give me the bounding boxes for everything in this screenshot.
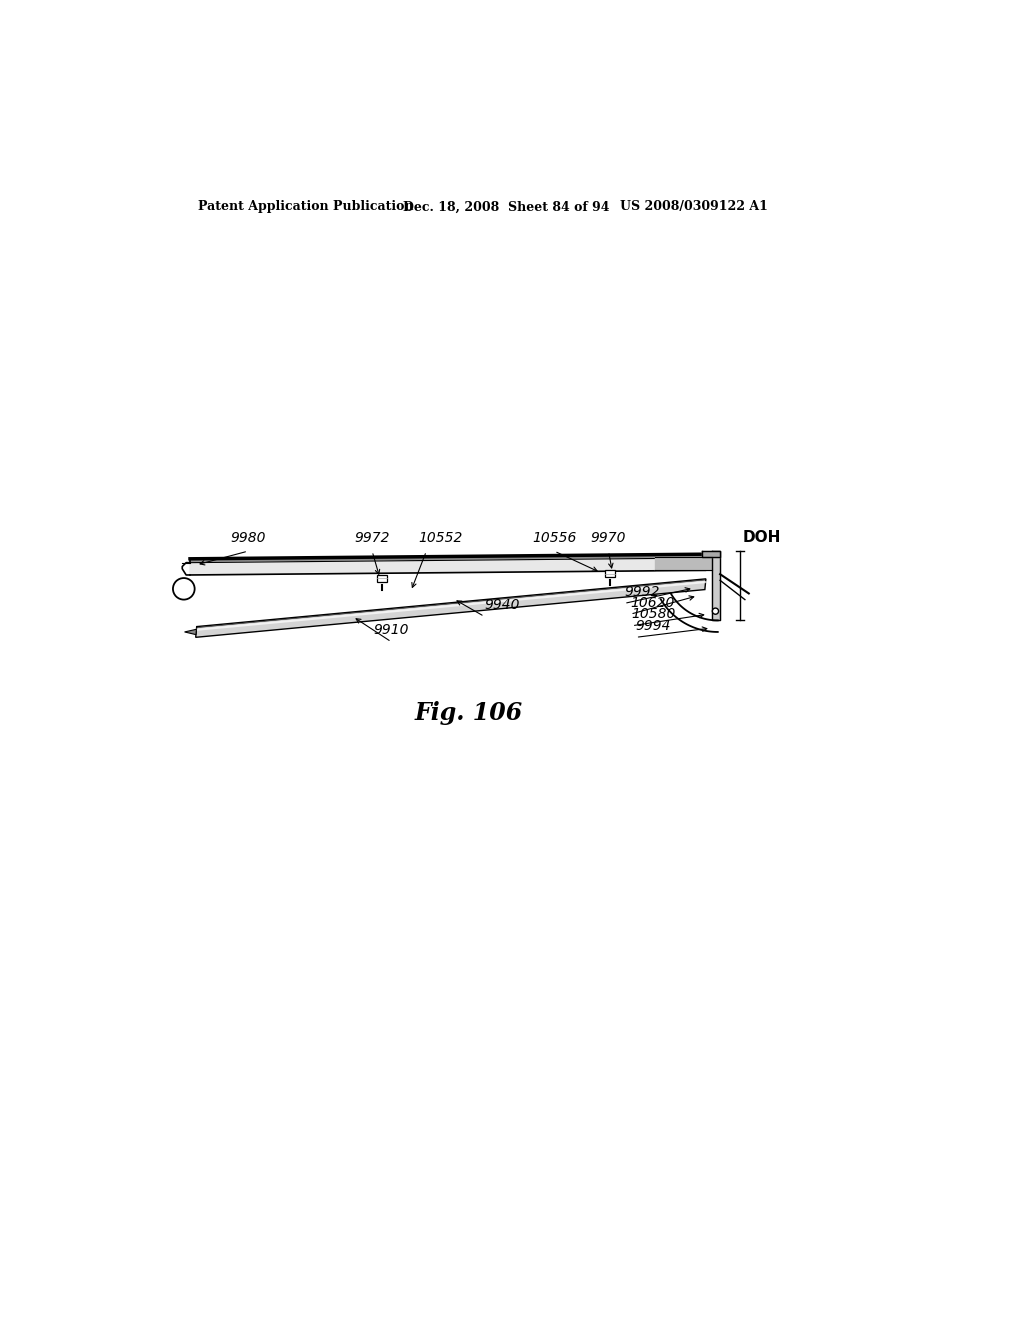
Text: 9992: 9992 xyxy=(624,585,659,599)
Polygon shape xyxy=(190,558,706,576)
Text: Dec. 18, 2008  Sheet 84 of 94: Dec. 18, 2008 Sheet 84 of 94 xyxy=(403,201,609,214)
Polygon shape xyxy=(712,552,720,620)
Text: 9972: 9972 xyxy=(354,531,390,545)
Text: 9980: 9980 xyxy=(230,531,266,545)
Text: 9994: 9994 xyxy=(636,619,671,632)
Text: DOH: DOH xyxy=(742,529,781,545)
Polygon shape xyxy=(184,630,197,635)
Text: 9970: 9970 xyxy=(591,531,627,545)
Polygon shape xyxy=(196,579,706,638)
Bar xyxy=(377,576,387,582)
Text: 9940: 9940 xyxy=(484,598,520,612)
Circle shape xyxy=(173,578,195,599)
Text: 10556: 10556 xyxy=(532,531,577,545)
Text: Fig. 106: Fig. 106 xyxy=(415,701,523,725)
Text: 10620: 10620 xyxy=(630,595,675,610)
Polygon shape xyxy=(190,554,706,562)
Text: US 2008/0309122 A1: US 2008/0309122 A1 xyxy=(621,201,768,214)
Text: 9910: 9910 xyxy=(374,623,410,638)
Text: 10580: 10580 xyxy=(632,607,676,622)
Text: Patent Application Publication: Patent Application Publication xyxy=(198,201,414,214)
Text: 10552: 10552 xyxy=(419,531,463,545)
Bar xyxy=(605,570,615,577)
Polygon shape xyxy=(655,557,712,570)
Circle shape xyxy=(713,609,719,614)
Polygon shape xyxy=(702,552,720,557)
